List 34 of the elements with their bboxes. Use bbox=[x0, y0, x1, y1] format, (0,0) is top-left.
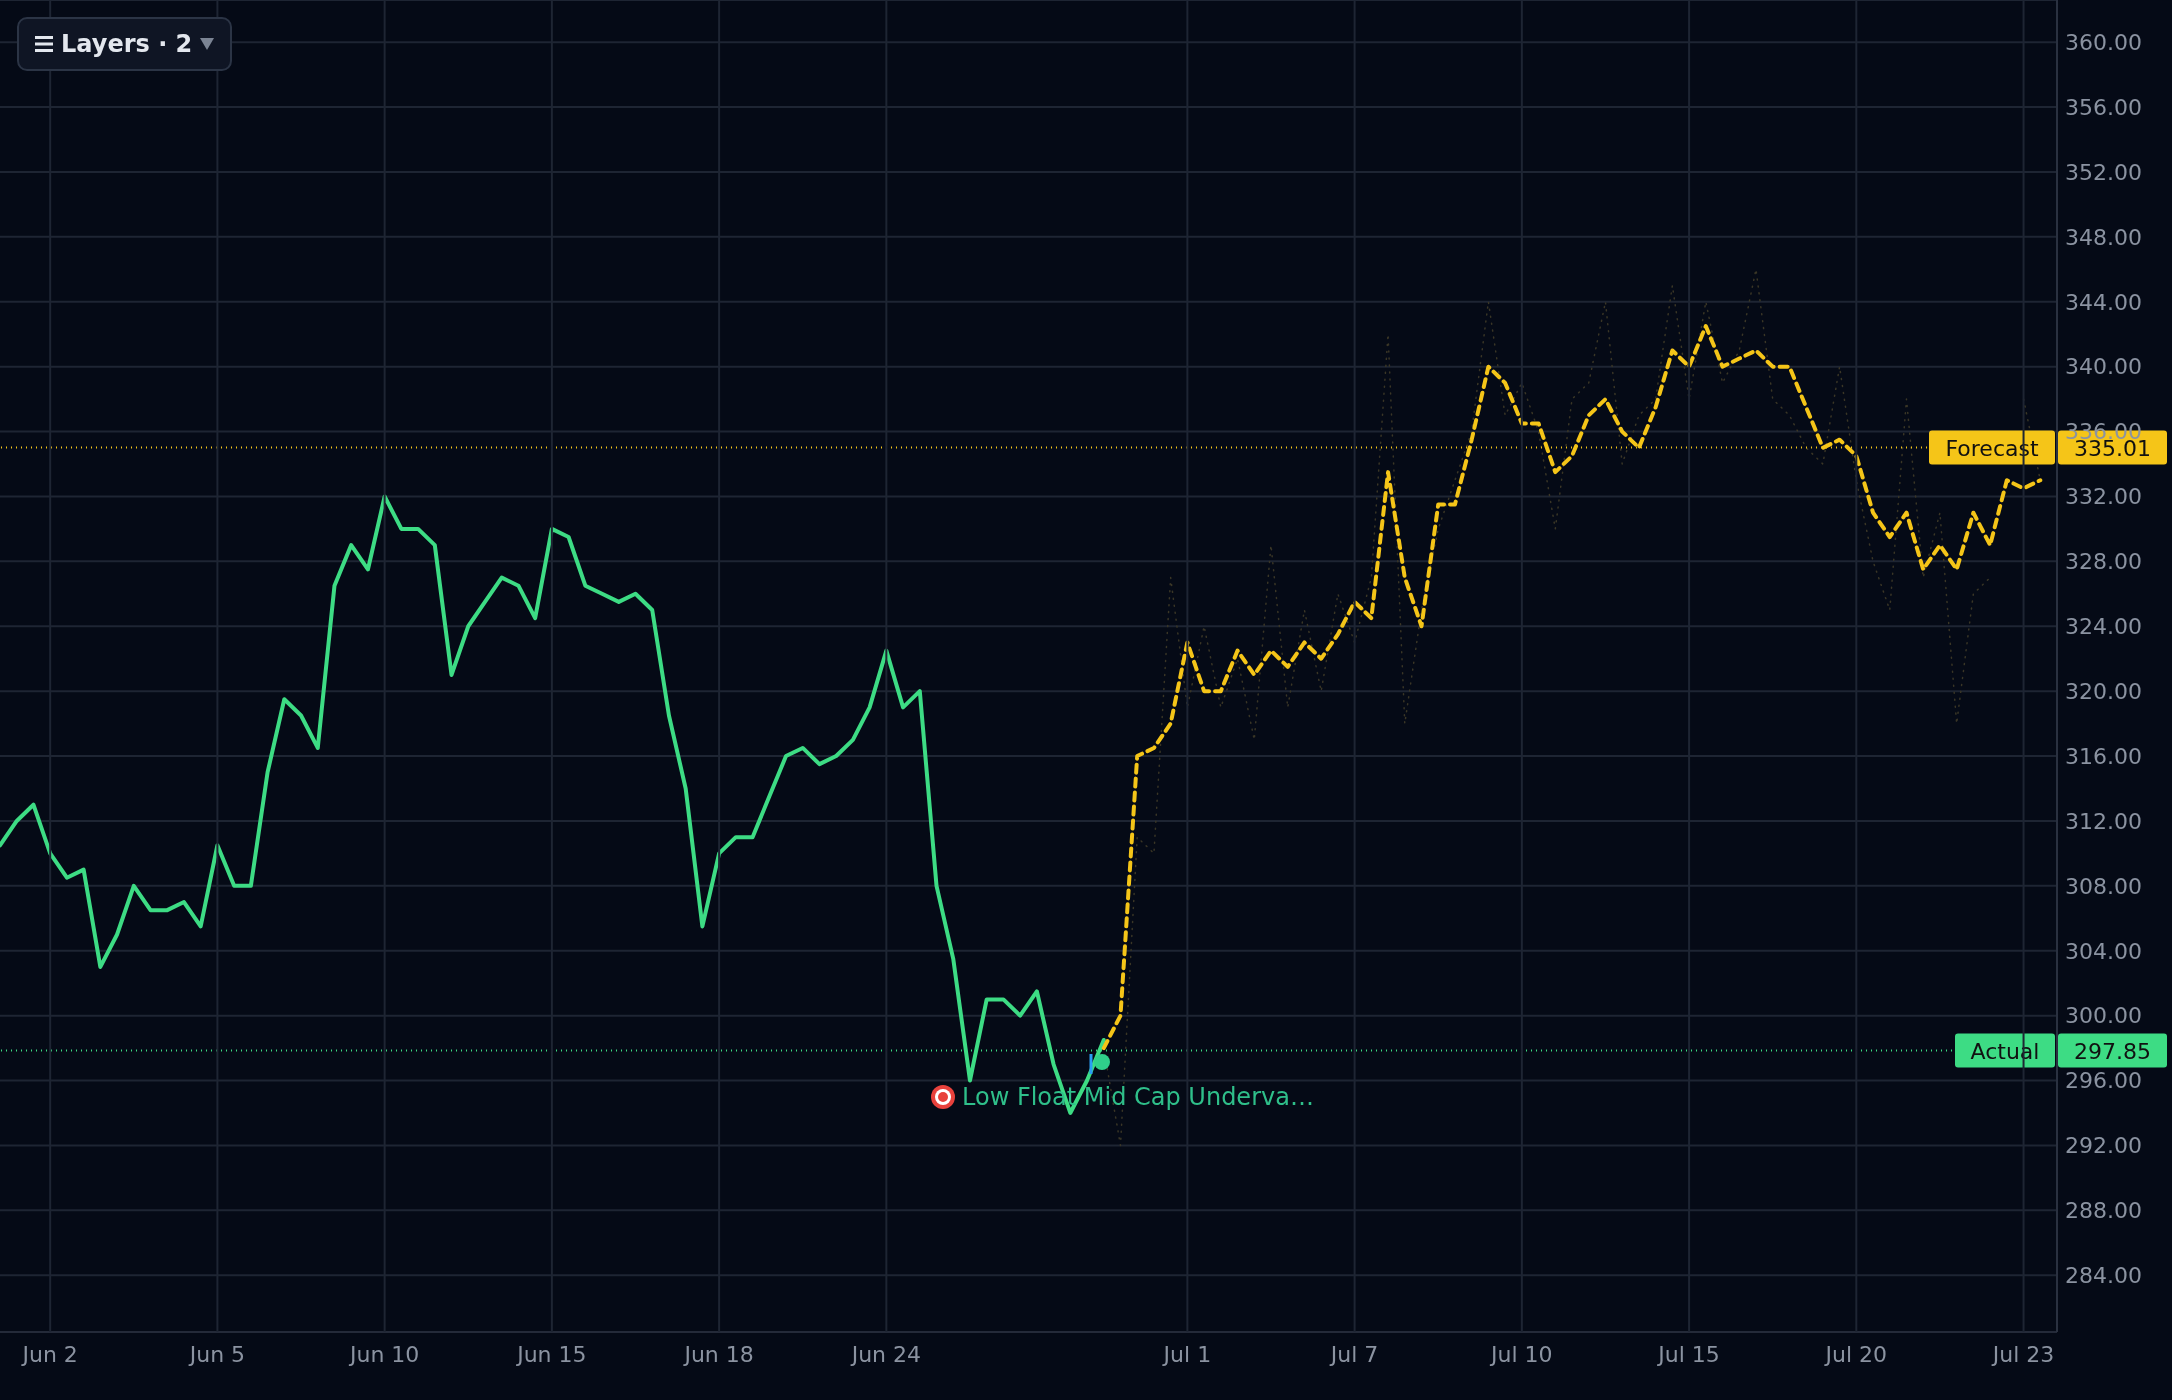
x-tick-label: Jul 10 bbox=[1489, 1342, 1553, 1367]
y-tick-label: 360.00 bbox=[2065, 29, 2142, 55]
x-tick-label: Jul 23 bbox=[1990, 1342, 2055, 1367]
y-tick-label: 332.00 bbox=[2065, 484, 2142, 510]
text: 297.85 bbox=[2074, 1038, 2151, 1064]
y-tick-label: 296.00 bbox=[2065, 1068, 2142, 1094]
x-tick-label: Jun 18 bbox=[682, 1342, 754, 1367]
y-tick-label: 316.00 bbox=[2065, 743, 2142, 769]
y-tick-label: 300.00 bbox=[2065, 1003, 2142, 1029]
x-tick-label: Jul 15 bbox=[1656, 1342, 1720, 1367]
y-tick-label: 324.00 bbox=[2065, 614, 2142, 640]
x-tick-label: Jun 5 bbox=[187, 1342, 246, 1367]
x-tick-label: Jul 20 bbox=[1823, 1342, 1888, 1367]
y-tick-label: 328.00 bbox=[2065, 549, 2142, 575]
y-tick-label: 320.00 bbox=[2065, 678, 2142, 704]
y-tick-label: 312.00 bbox=[2065, 808, 2142, 834]
x-tick-label: Jun 15 bbox=[515, 1342, 587, 1367]
y-tick-label: 340.00 bbox=[2065, 354, 2142, 380]
y-tick-label: 292.00 bbox=[2065, 1133, 2142, 1159]
y-tick-label: 344.00 bbox=[2065, 289, 2142, 315]
y-tick-label: 308.00 bbox=[2065, 873, 2142, 899]
annotation: Layers · 2 bbox=[61, 30, 193, 58]
y-tick-label: 356.00 bbox=[2065, 94, 2142, 120]
y-tick-label: 288.00 bbox=[2065, 1198, 2142, 1224]
y-tick-label: 348.00 bbox=[2065, 224, 2142, 250]
layers-button: Layers · 2 bbox=[17, 17, 233, 71]
x-tick-label: Jun 24 bbox=[849, 1342, 922, 1367]
x-tick-label: Jul 7 bbox=[1328, 1342, 1379, 1367]
x-tick-label: Jun 10 bbox=[347, 1342, 420, 1367]
y-tick-label: 352.00 bbox=[2065, 159, 2142, 185]
x-tick-label: Jun 2 bbox=[20, 1342, 78, 1367]
y-tick-label: 284.00 bbox=[2065, 1263, 2142, 1289]
x-tick-label: Jul 1 bbox=[1161, 1342, 1212, 1367]
y-tick-label: 304.00 bbox=[2065, 938, 2142, 964]
